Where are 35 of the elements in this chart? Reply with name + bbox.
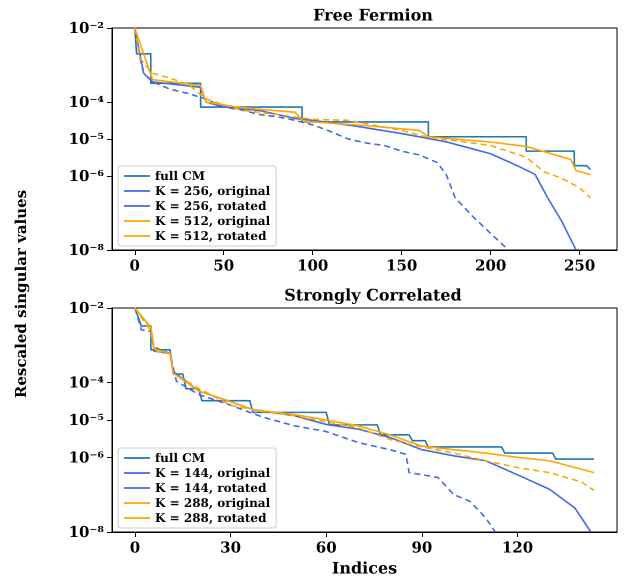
x-tick-label: 100 xyxy=(297,256,328,274)
legend-label: K = 512, rotated xyxy=(155,229,268,243)
x-tick-label: 60 xyxy=(316,538,337,556)
y-tick-label: 10⁻⁶ xyxy=(68,448,104,466)
x-tick-label: 0 xyxy=(130,256,140,274)
legend-label: K = 512, original xyxy=(155,214,271,228)
legend-label: K = 144, original xyxy=(155,466,271,480)
y-tick-label: 10⁻⁸ xyxy=(68,241,104,259)
y-tick-label: 10⁻⁵ xyxy=(68,411,104,429)
x-tick-label: 50 xyxy=(213,256,234,274)
y-tick-label: 10⁻⁴ xyxy=(68,374,104,392)
chart-title: Strongly Correlated xyxy=(284,286,462,304)
legend-label: full CM xyxy=(155,169,206,183)
x-tick-label: 200 xyxy=(475,256,506,274)
x-tick-label: 250 xyxy=(564,256,596,274)
x-tick-label: 30 xyxy=(220,538,242,556)
y-axis-title: Rescaled singular values xyxy=(12,189,30,398)
legend-label: K = 288, rotated xyxy=(155,511,268,525)
legend-label: K = 256, rotated xyxy=(155,199,268,213)
x-tick-label: 0 xyxy=(130,538,140,556)
legend-label: K = 288, original xyxy=(155,496,271,510)
x-tick-label: 120 xyxy=(502,538,534,556)
y-tick-label: 10⁻² xyxy=(68,19,104,37)
y-tick-label: 10⁻² xyxy=(68,299,104,317)
legend-label: K = 144, rotated xyxy=(155,481,268,495)
x-tick-label: 150 xyxy=(386,256,418,274)
legend-label: full CM xyxy=(155,451,206,465)
x-axis-title: Indices xyxy=(332,558,398,578)
y-tick-label: 10⁻⁶ xyxy=(68,167,104,185)
y-tick-label: 10⁻⁵ xyxy=(68,130,104,148)
chart-title: Free Fermion xyxy=(313,6,434,24)
legend-label: K = 256, original xyxy=(155,184,271,198)
y-tick-label: 10⁻⁸ xyxy=(68,523,104,541)
x-tick-label: 90 xyxy=(411,538,432,556)
y-tick-label: 10⁻⁴ xyxy=(68,93,104,111)
